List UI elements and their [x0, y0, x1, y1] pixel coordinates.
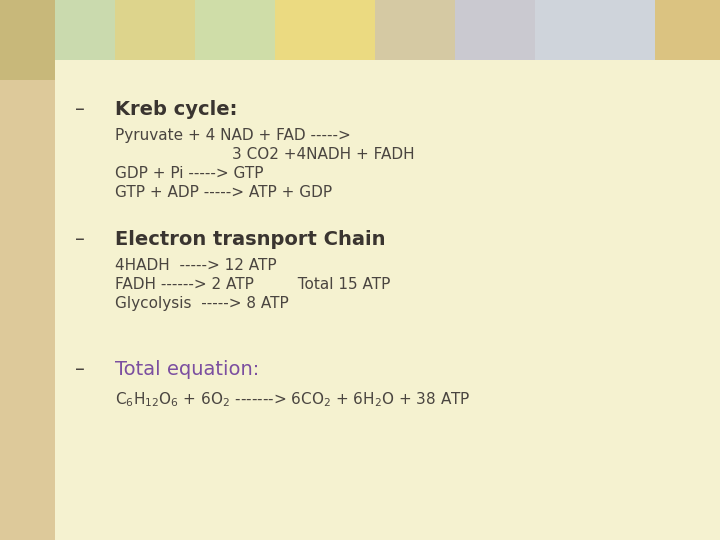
- Text: 3 CO2 +4NADH + FADH: 3 CO2 +4NADH + FADH: [115, 147, 415, 162]
- Bar: [0, 0, 55, 540]
- Bar: [275, 0, 375, 80]
- Bar: [0, 0, 720, 80]
- Text: Total equation:: Total equation:: [115, 360, 259, 379]
- Text: Pyruvate + 4 NAD + FAD ----->: Pyruvate + 4 NAD + FAD ----->: [115, 128, 351, 143]
- Bar: [55, 0, 720, 80]
- Text: 4HADH  -----> 12 ATP: 4HADH -----> 12 ATP: [115, 258, 276, 273]
- Bar: [0, 0, 55, 80]
- Text: Glycolysis  -----> 8 ATP: Glycolysis -----> 8 ATP: [115, 296, 289, 311]
- Bar: [655, 0, 720, 80]
- Text: Kreb cycle:: Kreb cycle:: [115, 100, 238, 119]
- Bar: [455, 0, 535, 80]
- Text: –: –: [75, 100, 85, 119]
- Bar: [115, 0, 195, 80]
- Bar: [195, 0, 275, 80]
- Bar: [375, 0, 455, 80]
- Text: Electron trasnport Chain: Electron trasnport Chain: [115, 230, 385, 249]
- Text: GDP + Pi -----> GTP: GDP + Pi -----> GTP: [115, 166, 264, 181]
- Text: –: –: [75, 230, 85, 249]
- Bar: [55, 0, 115, 80]
- Bar: [55, 60, 720, 540]
- Text: $\mathregular{C_6H_{12}O_6}$ + 6O$\mathregular{_2}$ -------> 6CO$\mathregular{_2: $\mathregular{C_6H_{12}O_6}$ + 6O$\mathr…: [115, 390, 471, 409]
- Bar: [535, 0, 655, 80]
- Text: GTP + ADP -----> ATP + GDP: GTP + ADP -----> ATP + GDP: [115, 185, 332, 200]
- Text: –: –: [75, 360, 85, 379]
- Text: FADH ------> 2 ATP         Total 15 ATP: FADH ------> 2 ATP Total 15 ATP: [115, 277, 390, 292]
